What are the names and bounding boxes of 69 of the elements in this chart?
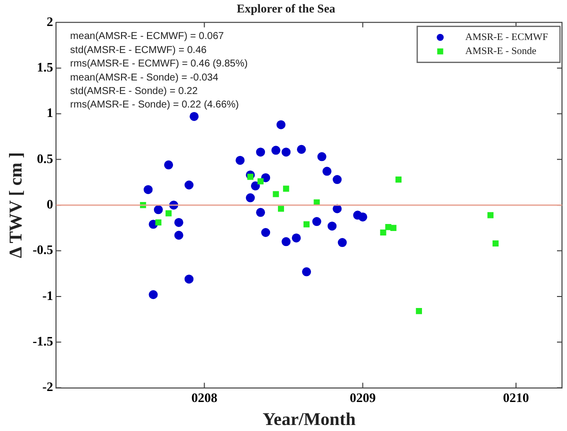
point	[322, 166, 332, 176]
point	[358, 212, 368, 222]
y-tick-label: -0.5	[32, 242, 54, 258]
point	[184, 180, 194, 190]
point	[250, 181, 260, 190]
y-tick-label: 0	[46, 196, 54, 212]
point	[416, 308, 422, 314]
point	[154, 205, 163, 214]
point	[166, 210, 172, 216]
legend-label: AMSR-E - Sonde	[465, 46, 537, 58]
x-tick-label: 0208	[191, 390, 218, 405]
annotation: mean(AMSR-E - Sonde) = -0.034	[70, 72, 219, 84]
point	[302, 267, 312, 276]
y-tick-label: -2	[42, 379, 54, 394]
point	[317, 152, 326, 162]
y-tick-label: 2	[46, 14, 54, 29]
point	[258, 178, 264, 184]
point	[276, 120, 286, 130]
point	[395, 176, 402, 183]
annotation: rms(AMSR-E - Sonde) = 0.22 (4.66%)	[70, 100, 239, 111]
point	[155, 219, 162, 226]
point	[278, 206, 284, 212]
point	[332, 204, 342, 214]
point	[282, 148, 291, 157]
y-tick-label: 1	[46, 105, 54, 120]
point	[272, 191, 279, 198]
point	[148, 290, 158, 300]
point	[174, 230, 184, 240]
point	[282, 237, 291, 246]
point	[271, 146, 280, 155]
annotation: std(AMSR-E - Sonde) = 0.22	[70, 86, 198, 97]
x-tick-label: 0209	[350, 390, 376, 405]
point	[492, 240, 499, 247]
point	[144, 185, 153, 194]
point	[236, 156, 245, 165]
y-tick-label: -1.5	[32, 333, 54, 348]
point	[328, 222, 337, 231]
y-tick-label: 0.5	[36, 150, 54, 166]
point	[184, 274, 194, 284]
point	[261, 173, 270, 182]
point	[312, 217, 322, 226]
x-tick-label: 0210	[503, 390, 530, 405]
point	[256, 208, 266, 217]
point	[332, 175, 342, 184]
point	[385, 224, 392, 230]
point	[303, 221, 310, 228]
annotation: rms(AMSR-E - ECMWF) = 0.46 (9.85%)	[70, 58, 248, 70]
legend-label: AMSR-E - ECMWF	[465, 32, 548, 44]
x-axis-title: Year/Month	[262, 408, 356, 429]
chart-title: Explorer of the Sea	[236, 1, 336, 16]
point	[256, 148, 266, 157]
point	[174, 218, 184, 227]
annotation: std(AMSR-E - ECMWF) = 0.46	[70, 44, 208, 56]
y-tick-label: 1.5	[36, 59, 54, 74]
point	[296, 144, 306, 154]
point	[261, 228, 270, 238]
point	[246, 193, 255, 202]
point	[338, 238, 347, 248]
point	[283, 186, 290, 192]
y-tick-label: -1	[42, 288, 54, 303]
point	[380, 229, 386, 236]
point	[487, 212, 494, 218]
annotation: mean(AMSR-E - ECMWF) = 0.067	[70, 31, 224, 42]
point	[190, 112, 199, 121]
point	[390, 224, 396, 231]
point	[292, 233, 301, 242]
point	[164, 160, 174, 170]
point	[247, 174, 254, 180]
y-axis-title: Δ TWV [ cm ]	[5, 152, 26, 258]
